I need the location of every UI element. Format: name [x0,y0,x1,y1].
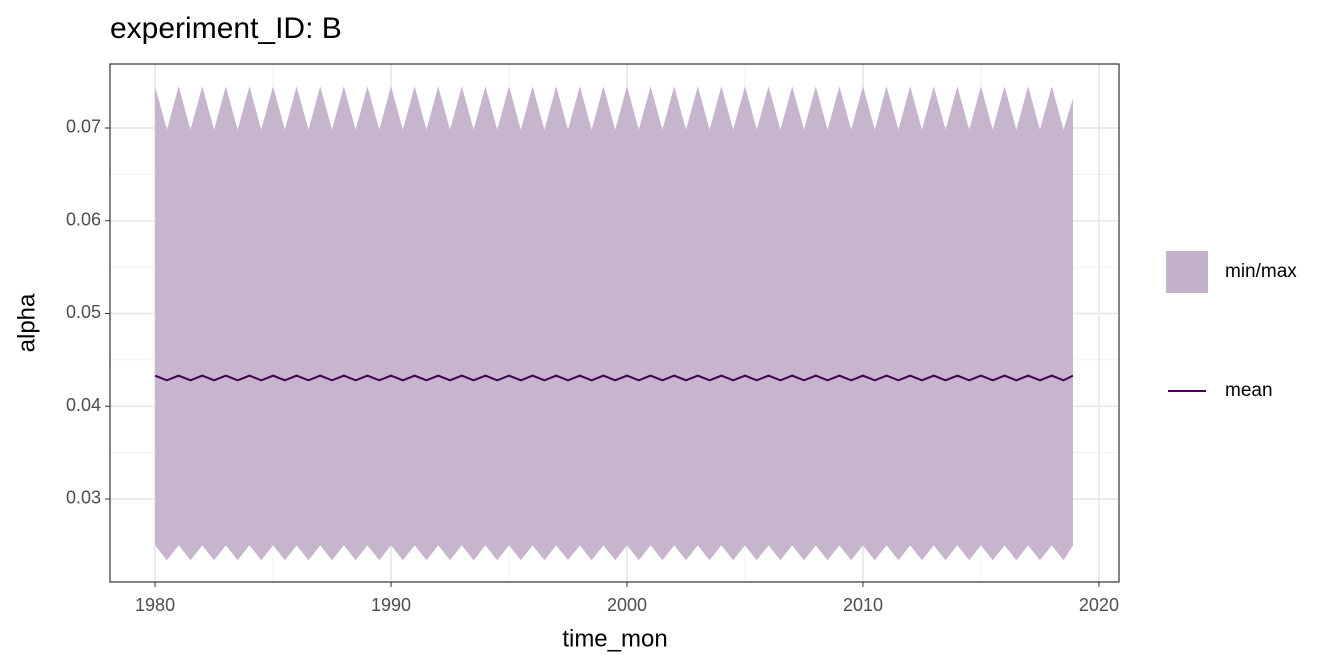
panel-border [109,63,1120,583]
legend-label: min/max [1225,261,1297,282]
y-tick-label: 0.04 [66,395,101,415]
x-axis-title: time_mon [562,625,667,652]
legend-key [1166,251,1208,293]
x-tick-label: 1990 [371,595,411,615]
y-tick-label: 0.05 [66,302,101,322]
x-tick-label: 2010 [843,595,883,615]
y-tick-label: 0.07 [66,117,101,137]
legend-label: mean [1225,380,1273,401]
y-tick-label: 0.03 [66,488,101,508]
x-tick-label: 1980 [135,595,175,615]
chart-title: experiment_ID: B [110,12,342,45]
x-tick-label: 2020 [1079,595,1119,615]
y-tick-label: 0.06 [66,209,101,229]
mean-line [154,374,1074,382]
x-tick-label: 2000 [607,595,647,615]
y-axis-title: alpha [13,293,40,352]
ribbon [155,86,1073,561]
